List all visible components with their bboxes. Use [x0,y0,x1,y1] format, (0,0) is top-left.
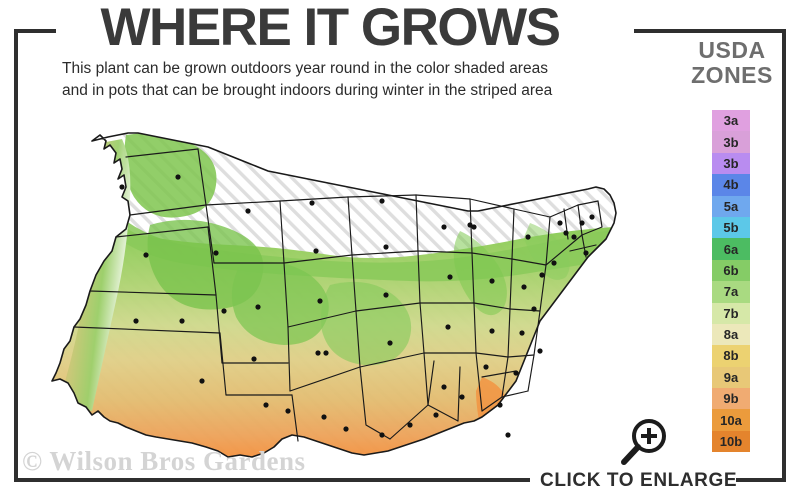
map-shading [52,133,616,457]
country-outline [51,132,617,458]
zone-swatch-8b: 8b [712,345,750,367]
zone-swatch-9b: 9b [712,388,750,410]
zone-swatch-10b: 10b [712,430,750,453]
zone-swatch-7b: 7b [712,302,750,324]
usda-zone-legend: 3a 3b 3b 4b 5a 5b 6a 6b 7a 7b 8a 8b 9a 9b 10a 10b [712,110,750,453]
page-title: WHERE IT GROWS [100,0,561,57]
legend-heading: USDA ZONES [676,38,788,88]
zone-swatch-4b: 4b [712,174,750,196]
zone-swatch-8a: 8a [712,323,750,346]
zone-swatch-3a: 3a [712,110,750,132]
click-to-enlarge-label[interactable]: CLICK TO ENLARGE [540,470,738,491]
zone-swatch-6b: 6b [712,259,750,282]
subtitle-line-1: This plant can be grown outdoors year ro… [62,60,548,77]
zone-swatch-3b-alt: 3b [712,152,750,175]
watermark: © Wilson Bros Gardens [22,446,306,476]
zone-swatch-5a: 5a [712,195,750,217]
zone-swatch-6a: 6a [712,238,750,260]
zone-swatch-9a: 9a [712,366,750,389]
zone-swatch-10a: 10a [712,409,750,431]
usda-hardiness-map[interactable] [30,105,650,460]
subtitle-line-2: and in pots that can be brought indoors … [62,82,553,99]
city-dots [119,174,595,438]
magnifier-plus-icon[interactable] [618,415,670,467]
zone-swatch-5b: 5b [712,216,750,239]
zone-swatch-7a: 7a [712,281,750,303]
zone-swatch-3b: 3b [712,131,750,153]
legend-heading-line-2: ZONES [691,62,773,88]
legend-heading-line-1: USDA [698,37,766,63]
subtitle: This plant can be grown outdoors year ro… [62,58,662,102]
